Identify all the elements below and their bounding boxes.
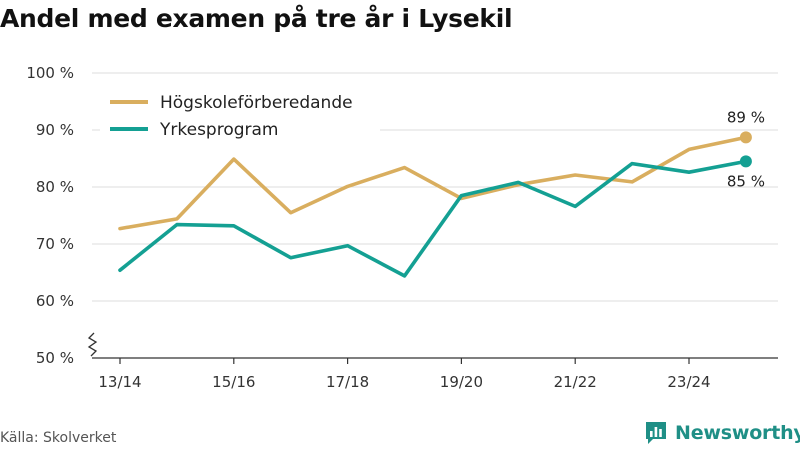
chart-title: Andel med examen på tre år i Lysekil [0, 4, 513, 33]
y-tick-label: 90 % [36, 121, 74, 139]
series-line [118, 159, 748, 278]
series-end-point [739, 155, 752, 168]
y-tick-label: 70 % [36, 235, 74, 253]
x-tick-label: 21/22 [554, 373, 597, 391]
series-end-point [739, 131, 752, 144]
y-tick-label: 80 % [36, 178, 74, 196]
x-tick-label: 23/24 [667, 373, 710, 391]
y-tick-label: 50 % [36, 349, 74, 367]
y-tick-label: 100 % [26, 64, 74, 82]
end-value-label: 85 % [727, 172, 765, 190]
x-tick-label: 17/18 [326, 373, 369, 391]
brand-logo: Newsworthy [644, 420, 800, 446]
series-line [118, 135, 748, 231]
axis-break-icon [87, 332, 98, 357]
end-value-label: 89 % [727, 108, 765, 126]
newsworthy-icon [646, 422, 666, 444]
legend-label: Högskoleförberedande [160, 93, 353, 113]
y-tick-label: 60 % [36, 292, 74, 310]
x-tick-label: 19/20 [440, 373, 483, 391]
source-label: Källa: Skolverket [0, 430, 117, 446]
legend-label: Yrkesprogram [159, 120, 279, 140]
brand-name: Newsworthy [675, 422, 800, 444]
legend-box [100, 88, 380, 144]
x-tick-label: 15/16 [212, 373, 255, 391]
x-tick-label: 13/14 [98, 373, 141, 391]
